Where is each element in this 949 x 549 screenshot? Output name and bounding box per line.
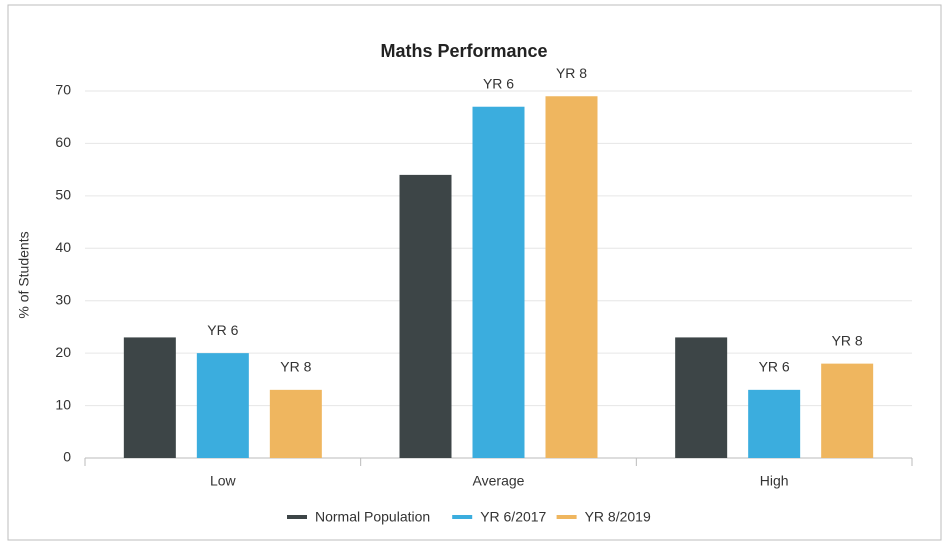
x-tick-label: High bbox=[760, 473, 789, 489]
y-axis-label: % of Students bbox=[16, 231, 32, 318]
legend: Normal Population YR 6/2017 YR 8/2019 bbox=[287, 509, 651, 525]
y-tick-label: 20 bbox=[55, 344, 71, 360]
bar bbox=[123, 337, 176, 458]
legend-swatch bbox=[556, 515, 577, 519]
bar bbox=[675, 337, 728, 458]
bar bbox=[196, 353, 249, 458]
y-tick-label: 10 bbox=[55, 396, 71, 412]
x-tick-label: Low bbox=[210, 473, 237, 489]
y-tick-label: 70 bbox=[55, 82, 71, 98]
data-label: YR 6 bbox=[483, 75, 514, 91]
bar bbox=[545, 96, 598, 458]
legend-label: YR 8/2019 bbox=[585, 509, 651, 525]
legend-label: YR 6/2017 bbox=[480, 509, 546, 525]
bar bbox=[269, 389, 322, 458]
data-label: YR 6 bbox=[759, 359, 790, 375]
data-label: YR 6 bbox=[207, 322, 238, 338]
data-label: YR 8 bbox=[280, 359, 311, 375]
bar bbox=[472, 106, 525, 458]
y-tick-label: 60 bbox=[55, 134, 71, 150]
legend-swatch bbox=[452, 515, 473, 519]
data-label: YR 8 bbox=[832, 332, 863, 348]
y-tick-label: 30 bbox=[55, 291, 71, 307]
x-tick-label: Average bbox=[473, 473, 525, 489]
chart-title: Maths Performance bbox=[380, 41, 547, 61]
legend-label: Normal Population bbox=[315, 509, 430, 525]
y-tick-label: 0 bbox=[63, 449, 71, 465]
data-label: YR 8 bbox=[556, 65, 587, 81]
bar bbox=[748, 389, 801, 458]
legend-swatch bbox=[287, 515, 307, 519]
y-tick-label: 40 bbox=[55, 239, 71, 255]
y-tick-label: 50 bbox=[55, 187, 71, 203]
bar bbox=[821, 363, 874, 458]
bar bbox=[399, 174, 452, 458]
